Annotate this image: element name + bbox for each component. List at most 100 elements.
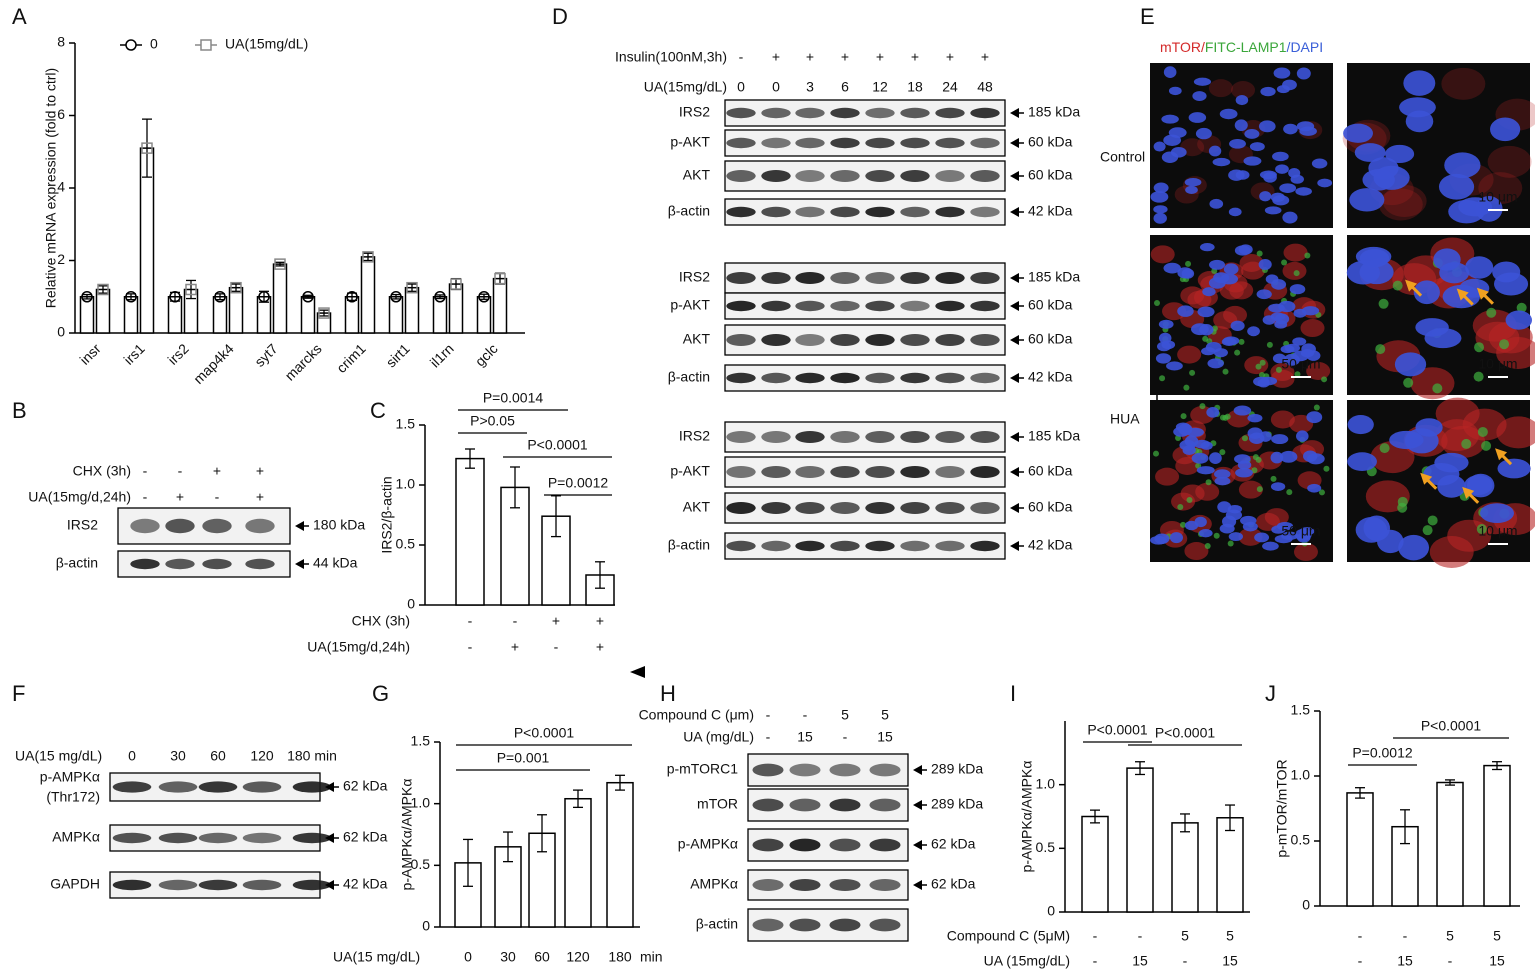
blot-band xyxy=(789,798,821,812)
nucleus xyxy=(1166,361,1183,371)
blot-header-value: 0 xyxy=(772,79,780,95)
x-tick-label: 30 xyxy=(500,949,516,965)
blot-band xyxy=(761,206,791,218)
nucleus xyxy=(1354,143,1386,162)
lamp1-signal xyxy=(1313,404,1320,411)
y-tick-label: 0 xyxy=(1302,897,1310,913)
error-bar xyxy=(186,279,196,300)
blot-header-value: + xyxy=(841,49,849,65)
blot-band xyxy=(935,372,965,384)
nucleus xyxy=(1268,303,1285,313)
bar xyxy=(492,277,508,334)
nucleus xyxy=(1262,541,1279,551)
error-bar xyxy=(1135,761,1145,776)
blot-band xyxy=(865,334,895,346)
blot-header-value: + xyxy=(806,49,814,65)
blot-band xyxy=(726,372,756,384)
blot-row-label: β-actin xyxy=(668,203,710,219)
nucleus xyxy=(1155,353,1172,364)
lamp1-signal xyxy=(1238,338,1245,345)
lamp1-signal xyxy=(1270,475,1277,482)
scale-bar-label: 10 μm xyxy=(1478,523,1517,539)
blot-band xyxy=(900,334,930,346)
error-bar xyxy=(1355,787,1365,799)
kda-label: 62 kDa xyxy=(931,836,976,852)
blot-band xyxy=(900,137,930,149)
bar xyxy=(228,286,244,334)
y-tick-label: 0 xyxy=(57,324,65,340)
nucleus xyxy=(1505,310,1533,330)
blot-header-value: - xyxy=(178,463,183,479)
nucleus xyxy=(1225,509,1243,521)
error-bar xyxy=(537,814,547,853)
nucleus xyxy=(1373,165,1410,190)
nucleus xyxy=(1197,306,1215,318)
kda-arrow-head xyxy=(913,880,922,890)
y-tick-label: 1.0 xyxy=(1036,775,1056,791)
lamp1-signal xyxy=(1375,344,1386,355)
blot-band xyxy=(935,334,965,346)
blot-band xyxy=(900,502,930,514)
marker xyxy=(97,283,109,296)
error-bar xyxy=(1400,809,1410,845)
nucleus xyxy=(1283,123,1298,135)
lamp1-signal xyxy=(1427,515,1438,526)
nucleus xyxy=(1153,182,1169,193)
blot-band xyxy=(865,206,895,218)
blot-band xyxy=(202,518,232,534)
bar xyxy=(360,256,376,334)
marker xyxy=(434,291,446,303)
error-bar xyxy=(1225,804,1235,832)
kda-arrow-head xyxy=(1010,373,1019,383)
blot-band xyxy=(865,300,895,312)
bar xyxy=(95,288,111,334)
nucleus xyxy=(1296,67,1311,80)
blot-header-value: + xyxy=(256,489,264,505)
marker xyxy=(141,142,153,154)
lamp1-signal xyxy=(1403,377,1414,388)
kda-arrow-head xyxy=(1010,138,1019,148)
x-tick-label: map4k4 xyxy=(190,340,237,387)
nucleus xyxy=(1206,407,1220,418)
blot-band xyxy=(795,466,825,478)
mtor-signal xyxy=(1231,81,1256,100)
marker xyxy=(230,281,242,294)
lamp1-signal xyxy=(1379,443,1390,454)
kda-arrow-head xyxy=(913,840,922,850)
blot-band xyxy=(830,137,860,149)
nucleus xyxy=(1153,212,1167,224)
legend-label: 0 xyxy=(150,36,158,52)
bar xyxy=(606,781,634,928)
kda-arrow-head xyxy=(1010,541,1019,551)
nucleus xyxy=(1177,305,1194,317)
nucleus xyxy=(1282,211,1298,224)
nucleus xyxy=(1288,168,1301,179)
bar xyxy=(1126,767,1154,913)
panel-letter: I xyxy=(1010,681,1016,706)
row-label: Control xyxy=(1100,149,1145,165)
blot-band xyxy=(761,334,791,346)
kda-label: 60 kDa xyxy=(1028,297,1073,313)
blot-band xyxy=(112,832,152,844)
panel-letter: D xyxy=(552,4,568,29)
nucleus xyxy=(1188,112,1207,123)
nucleus xyxy=(1230,320,1245,331)
blot-band xyxy=(112,781,152,793)
condition-value: 5 xyxy=(1181,928,1189,944)
nucleus xyxy=(1202,287,1216,297)
panel-letter: C xyxy=(370,398,386,423)
nucleus xyxy=(1184,178,1202,187)
blot-row-label: AKT xyxy=(683,499,711,515)
blot-band xyxy=(795,272,825,284)
nucleus xyxy=(1228,169,1245,181)
blot-band xyxy=(202,558,232,570)
mtor-signal xyxy=(1270,410,1295,429)
lamp1-signal xyxy=(1432,383,1443,394)
mtor-signal xyxy=(1300,319,1325,338)
blot-band xyxy=(900,300,930,312)
lamp1-signal xyxy=(1318,489,1325,496)
blot-band xyxy=(165,518,195,534)
nucleus xyxy=(1405,110,1434,133)
y-axis-label: p-AMPKα/AMPKα xyxy=(1019,761,1035,873)
blot-band xyxy=(726,300,756,312)
